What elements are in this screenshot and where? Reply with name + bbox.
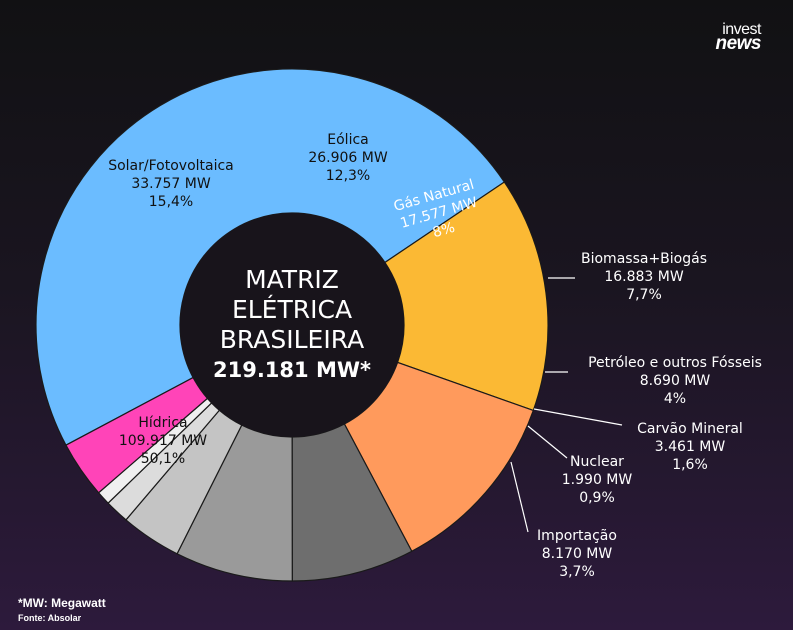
slice-label-percent: 7,7% [626, 287, 662, 303]
slice-label-percent: 50,1% [141, 451, 185, 467]
slice-label-percent: 3,7% [559, 564, 595, 580]
slice-label-value: 16.883 MW [604, 269, 684, 285]
slice-label-percent: 4% [664, 391, 686, 407]
slice-label-percent: 8% [431, 220, 457, 242]
source-note: Fonte: Absolar [18, 613, 82, 623]
slice-label-name: Petróleo e outros Fósseis [588, 355, 762, 371]
slice-label-name: Biomassa+Biogás [581, 251, 707, 267]
slice-label: Biomassa+Biogás 16.883 MW 7,7% [581, 251, 707, 303]
slice-label: Importação 8.170 MW 3,7% [537, 528, 617, 580]
slice-label-name: Eólica [327, 132, 368, 148]
slice-label-value: 8.170 MW [542, 546, 613, 562]
slice-label-value: 3.461 MW [655, 439, 726, 455]
center-title-line1: MATRIZ [245, 265, 339, 294]
center-title-line2: ELÉTRICA [232, 295, 352, 324]
slice-label: Eólica 26.906 MW 12,3% [308, 132, 388, 184]
donut-hole [180, 213, 404, 437]
slice-label-name: Nuclear [570, 454, 624, 470]
slice-label: Petróleo e outros Fósseis 8.690 MW 4% [588, 355, 762, 407]
slice-label: Nuclear 1.990 MW 0,9% [562, 454, 633, 506]
slice-label-value: 26.906 MW [308, 150, 388, 166]
leader-line [533, 408, 623, 426]
slice-label-value: 33.757 MW [131, 176, 211, 192]
center-title-line3: BRASILEIRA [220, 325, 364, 354]
slice-label-name: Solar/Fotovoltaica [108, 158, 234, 174]
slice-label-percent: 12,3% [326, 168, 370, 184]
leader-lines-group [510, 277, 623, 533]
slice-label: Carvão Mineral 3.461 MW 1,6% [637, 421, 743, 473]
slice-label: Solar/Fotovoltaica 33.757 MW 15,4% [108, 158, 234, 210]
center-total: 219.181 MW* [213, 358, 371, 382]
slice-label-name: Importação [537, 528, 617, 544]
leader-line [510, 461, 529, 533]
slice-label-percent: 0,9% [579, 490, 615, 506]
slice-label-value: 8.690 MW [640, 373, 711, 389]
leader-line [527, 425, 568, 459]
investnews-logo: invest news [715, 21, 761, 54]
slice-label-value: 1.990 MW [562, 472, 633, 488]
slice-label-value: 109.917 MW [119, 433, 207, 449]
slice-label-percent: 15,4% [149, 194, 193, 210]
slices-group [35, 68, 549, 582]
logo-line1: invest [722, 21, 761, 38]
slice-label-name: Hídrica [138, 415, 187, 431]
slice-label: Hídrica 109.917 MW 50,1% [119, 415, 207, 467]
logo-line2: news [715, 33, 761, 54]
slice-label-name: Carvão Mineral [637, 421, 743, 437]
footnote: *MW: Megawatt [18, 596, 106, 610]
slice-label-percent: 1,6% [672, 457, 708, 473]
